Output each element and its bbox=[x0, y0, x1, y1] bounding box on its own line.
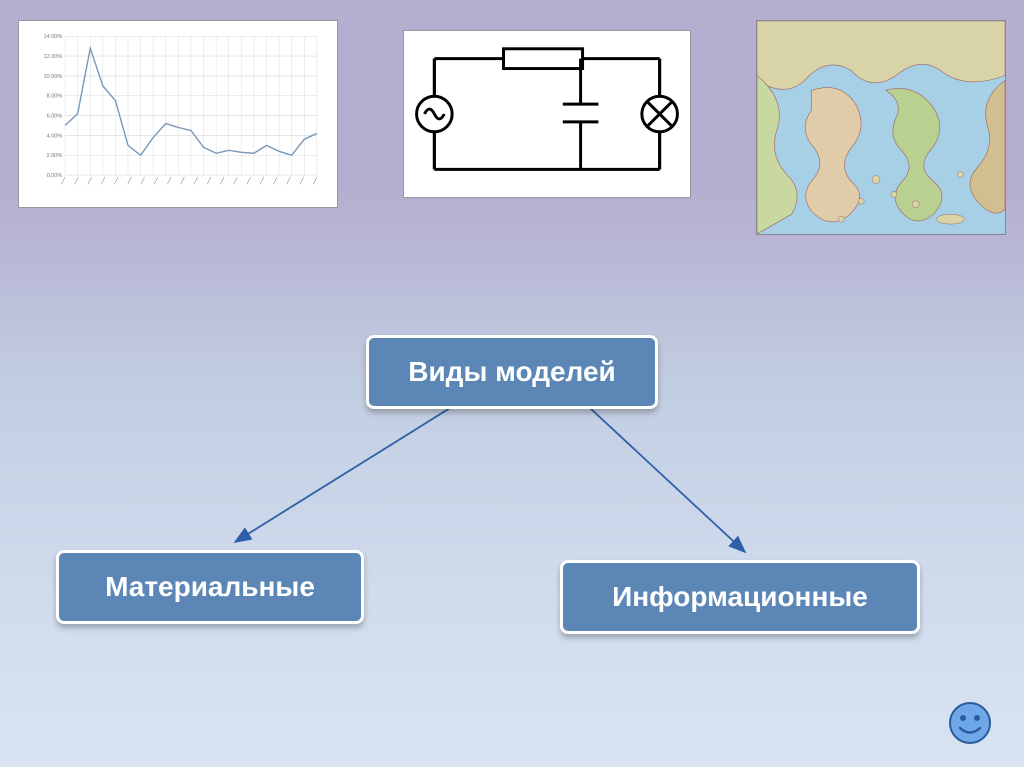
svg-text:4.00%: 4.00% bbox=[47, 133, 63, 139]
left-box: Материальные bbox=[56, 550, 364, 624]
svg-text:10.00%: 10.00% bbox=[43, 74, 62, 80]
top-box: Виды моделей bbox=[366, 335, 658, 409]
svg-text:6.00%: 6.00% bbox=[47, 113, 63, 119]
circuit-svg bbox=[404, 31, 690, 197]
svg-text:0.00%: 0.00% bbox=[47, 173, 63, 179]
top-box-label: Виды моделей bbox=[408, 356, 616, 387]
svg-text:2.00%: 2.00% bbox=[47, 153, 63, 159]
svg-text:8.00%: 8.00% bbox=[47, 94, 63, 100]
line-chart-thumbnail: 14.00% 12.00% 10.00% 8.00% 6.00% 4.00% 2.00% 0.… bbox=[18, 20, 338, 208]
svg-text:14.00%: 14.00% bbox=[43, 34, 62, 40]
map-thumbnail bbox=[756, 20, 1006, 235]
map-svg bbox=[757, 21, 1005, 234]
svg-text:12.00%: 12.00% bbox=[43, 54, 62, 60]
circuit-diagram-thumbnail bbox=[403, 30, 691, 198]
line-chart-svg: 14.00% 12.00% 10.00% 8.00% 6.00% 4.00% 2.00% 0.… bbox=[25, 27, 331, 201]
right-box: Информационные bbox=[560, 560, 920, 634]
left-box-label: Материальные bbox=[105, 571, 315, 602]
right-box-label: Информационные bbox=[612, 581, 868, 612]
top-images-row: 14.00% 12.00% 10.00% 8.00% 6.00% 4.00% 2.00% 0.… bbox=[0, 20, 1024, 235]
smiley-icon bbox=[946, 699, 994, 747]
